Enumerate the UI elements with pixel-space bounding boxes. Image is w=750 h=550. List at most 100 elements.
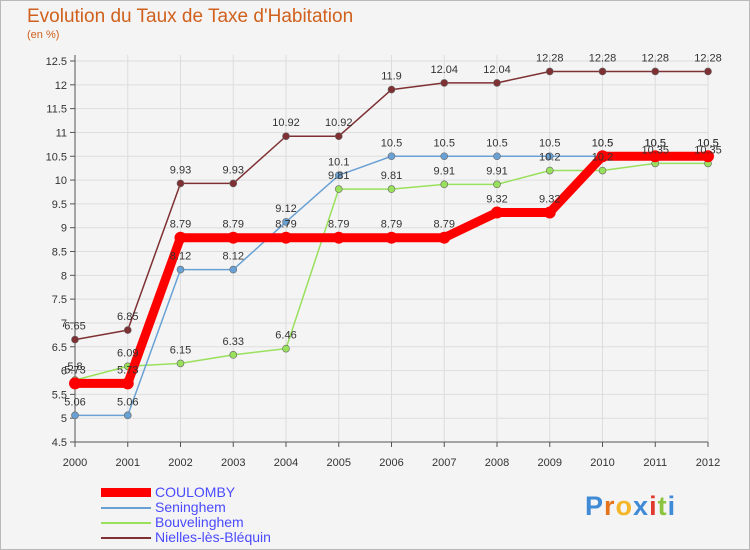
x-tick-label: 2007 [432,457,456,469]
data-label: 12.04 [483,64,511,76]
data-point [440,180,449,189]
grid-lines [74,55,709,443]
data-point [543,206,556,219]
legend-swatch [101,488,151,497]
data-label: 10.5 [592,137,613,149]
data-point [493,79,501,87]
data-label: 10.5 [645,137,666,149]
chart-subtitle: (en %) [27,29,60,41]
data-label: 12.28 [536,52,564,64]
data-point [545,152,554,161]
data-point [229,351,238,359]
data-label: 8.79 [223,219,244,231]
data-point [704,67,712,76]
data-point [491,206,503,219]
legend-label: Bouvelinghem [155,514,244,530]
data-point [440,152,449,161]
legend-swatch [101,521,151,524]
data-label: 10.5 [539,137,560,149]
data-label: 10.92 [272,117,300,129]
x-tick-label: 2003 [221,457,245,469]
y-tick-label: 10 [55,175,67,187]
data-label: 9.91 [486,165,507,177]
data-point [227,231,240,244]
data-label: 11.9 [381,71,402,83]
y-tick-label: 12.5 [46,56,67,68]
legend-label: COULOMBY [155,484,236,500]
y-tick-label: 8 [61,270,67,282]
data-point [123,411,132,420]
data-point [651,67,660,76]
data-point [649,150,662,163]
data-label: 6.65 [64,321,85,333]
data-label: 6.09 [117,347,138,359]
y-tick-label: 7.5 [52,294,67,306]
data-point [438,231,451,244]
logo-letter: i [667,491,677,521]
data-point [69,377,81,390]
x-tick-label: 2005 [327,457,351,469]
data-label: 6.15 [170,344,191,356]
data-point [440,79,449,87]
data-label: 8.12 [223,251,244,263]
data-label: 5.73 [64,364,85,376]
data-label: 5.06 [64,396,85,408]
data-label: 10.35 [641,144,669,156]
x-tick-label: 2004 [274,457,298,469]
data-label: 10.5 [381,137,402,149]
data-point [174,231,187,244]
data-point [280,231,292,244]
y-tick-label: 9 [61,223,67,235]
series-lines [69,67,714,420]
data-label: 8.12 [170,251,191,263]
data-label: 9.81 [381,170,402,182]
y-tick-label: 5.5 [52,389,67,401]
data-label: 10.5 [697,137,718,149]
data-label: 9.81 [328,170,349,182]
data-point [493,180,501,189]
data-label: 10.5 [434,137,455,149]
data-point [334,185,343,193]
data-point [334,171,343,180]
data-point [387,152,396,161]
y-tick-label: 11 [56,127,67,139]
y-tick-label: 10.5 [46,151,67,163]
logo-letter: t [657,491,668,521]
x-tick-label: 2006 [379,457,403,469]
x-tick-label: 2011 [643,457,667,469]
data-point [598,67,607,76]
data-label: 12.28 [694,52,722,64]
data-point [332,231,345,244]
data-label: 9.32 [486,193,507,205]
data-point [596,150,609,163]
chart-title: Evolution du Taux de Taxe d'Habitation [27,6,354,27]
data-label: 6.33 [223,336,244,348]
data-labels: 5.73 5.73 8.79 8.79 8.79 8.79 8.79 8.79 9.32 9.32… [64,52,721,408]
data-label: 6.85 [117,311,138,323]
logo-letter: x [633,491,650,521]
data-label: 8.79 [170,219,191,231]
data-label: 12.28 [641,52,669,64]
data-point [387,185,396,193]
data-label: 10.5 [697,137,718,149]
y-tick-label: 12 [55,80,67,92]
data-label: 12.28 [589,52,617,64]
y-tick-label: 4.5 [52,437,67,449]
data-point [385,231,398,244]
data-point [229,265,238,274]
data-point [702,150,714,163]
data-point [176,179,185,188]
y-tick-label: 6 [61,366,67,378]
data-label: 9.32 [539,193,560,205]
data-point [229,179,238,188]
data-point [176,265,185,274]
x-tick-label: 2001 [116,457,140,469]
data-point [545,166,554,175]
data-label: 10.92 [325,117,353,129]
data-label: 8.79 [275,219,296,231]
legend-swatch [101,536,151,539]
data-point [387,85,396,94]
y-tick-label: 5 [61,413,67,425]
data-point [282,132,290,141]
